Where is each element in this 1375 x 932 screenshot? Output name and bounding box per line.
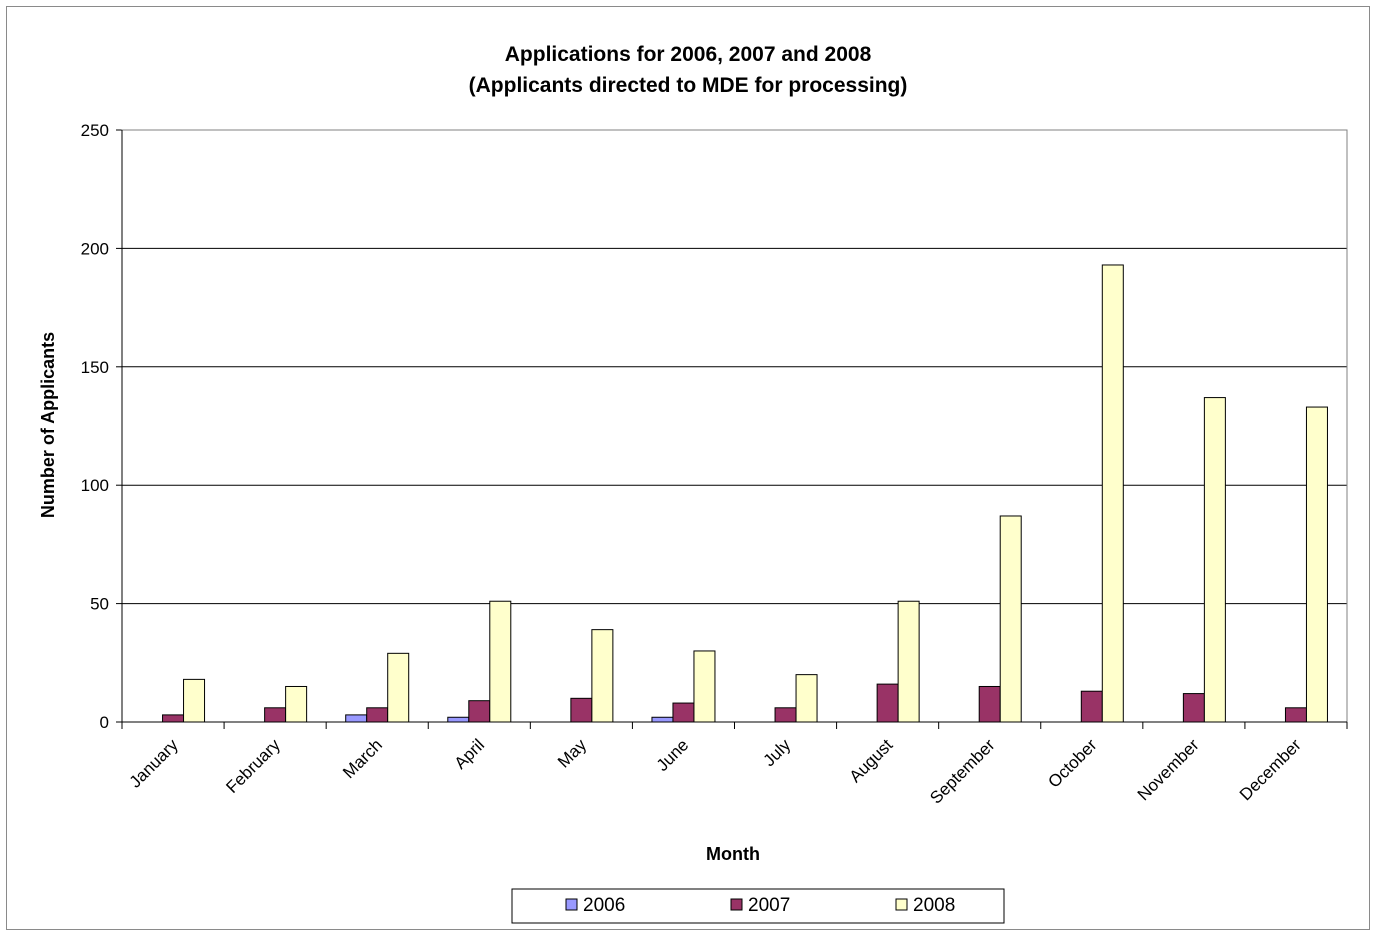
- bar-2006-march: [345, 714, 368, 723]
- legend: 2006 2007 2008: [511, 888, 1005, 924]
- bar-2007-july: [774, 707, 797, 723]
- bar-2008-august: [897, 600, 920, 723]
- x-tick-label: March: [339, 735, 386, 782]
- x-tick-label: February: [222, 735, 284, 797]
- bar-2007-october: [1080, 690, 1103, 723]
- bar-2006-june: [651, 716, 674, 723]
- legend-label-2007: 2007: [748, 895, 790, 916]
- y-tick-label: 250: [81, 121, 109, 140]
- bar-2007-february: [264, 707, 287, 723]
- x-tick-label: June: [653, 735, 693, 775]
- legend-label-2008: 2008: [913, 895, 955, 916]
- bar-2008-october: [1101, 264, 1124, 723]
- bar-2007-november: [1182, 693, 1205, 723]
- x-tick-label: December: [1236, 735, 1305, 804]
- bar-2006-april: [447, 716, 470, 723]
- plot-area-border: [121, 129, 1348, 723]
- x-tick-label: January: [126, 735, 183, 792]
- bar-2007-december: [1284, 707, 1307, 723]
- x-tick-label: September: [926, 735, 998, 807]
- x-tick-label: October: [1044, 735, 1100, 791]
- legend-swatch-2007: [730, 898, 743, 911]
- bar-2007-january: [162, 714, 185, 723]
- bar-2008-november: [1203, 397, 1226, 723]
- legend-label-2006: 2006: [583, 895, 625, 916]
- legend-swatch-2008: [895, 898, 908, 911]
- bar-2008-september: [999, 515, 1022, 723]
- y-tick-labels: 0 50 100 150 200 250: [81, 121, 109, 732]
- chart-subtitle: (Applicants directed to MDE for processi…: [469, 74, 908, 97]
- bar-2007-august: [876, 683, 899, 723]
- bar-2008-may: [591, 629, 614, 723]
- y-tick-label: 150: [81, 358, 109, 377]
- y-tick-label: 200: [81, 239, 109, 258]
- chart-title: Applications for 2006, 2007 and 2008: [505, 43, 872, 66]
- bar-2007-may: [570, 697, 593, 723]
- axes: [121, 129, 1348, 729]
- bar-2008-december: [1305, 406, 1328, 723]
- bar-2008-july: [795, 674, 818, 723]
- x-axis-title: Month: [706, 844, 760, 864]
- y-tick-label: 100: [81, 476, 109, 495]
- chart-frame: [6, 6, 1370, 930]
- y-axis-title: Number of Applicants: [38, 332, 58, 518]
- bar-2008-february: [285, 685, 308, 723]
- bar-2008-april: [489, 600, 512, 723]
- bars: [162, 264, 1328, 723]
- legend-swatch-2006: [565, 898, 578, 911]
- legend-items: 2006 2007 2008: [565, 895, 955, 916]
- y-tick-label: 0: [100, 713, 109, 732]
- bar-2008-march: [387, 652, 410, 723]
- y-tick-label: 50: [90, 595, 109, 614]
- x-tick-label: August: [846, 735, 897, 786]
- legend-box: [511, 888, 1005, 924]
- x-tick-label: November: [1134, 735, 1203, 804]
- bar-2007-september: [978, 685, 1001, 723]
- bar-2007-march: [366, 707, 389, 723]
- bar-2007-june: [672, 702, 695, 723]
- bar-2008-january: [183, 678, 206, 723]
- bar-2007-april: [468, 700, 491, 723]
- bar-2008-june: [693, 650, 716, 723]
- x-tick-label: July: [760, 735, 795, 770]
- x-tick-label: April: [451, 735, 488, 772]
- x-tick-label: May: [554, 735, 590, 771]
- x-tick-labels: January February March April May June July Augu…: [126, 735, 1305, 808]
- gridlines: [116, 129, 1347, 723]
